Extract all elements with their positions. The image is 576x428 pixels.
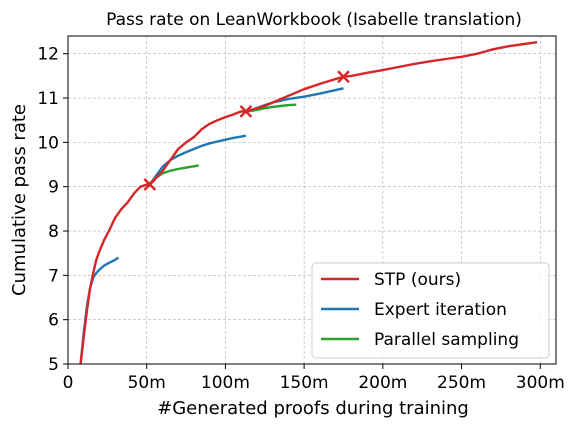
y-axis: 5 6 7 8 9 10 11 12 — [37, 45, 68, 375]
legend-label-expert-iteration: Expert iteration — [374, 300, 507, 320]
y-tick-label: 12 — [37, 45, 59, 65]
x-tick-label: 200m — [358, 373, 407, 393]
checkpoint-marker — [337, 70, 350, 84]
series-line-parallel-sampling — [245, 103, 297, 113]
legend-label-parallel-sampling: Parallel sampling — [374, 330, 519, 350]
x-tick-label: 150m — [280, 373, 329, 393]
plot-frame — [67, 35, 557, 365]
legend: STP (ours) Expert iteration Parallel sampl… — [311, 262, 550, 359]
chart-title: Pass rate on LeanWorkbook (Isabelle tran… — [106, 10, 522, 30]
x-tick-label: 50m — [128, 373, 166, 393]
checkpoint-marker — [239, 105, 253, 118]
plot-area — [79, 41, 538, 365]
x-tick-label: 100m — [201, 373, 250, 393]
y-tick-label: 5 — [48, 355, 59, 375]
series-line-expert-iteration — [148, 134, 247, 186]
y-tick-label: 10 — [37, 133, 59, 153]
y-tick-label: 11 — [37, 89, 59, 109]
y-axis-label: Cumulative pass rate — [9, 104, 30, 296]
x-tick-label: 250m — [437, 373, 486, 393]
x-tick-label: 300m — [516, 373, 565, 393]
x-tick-label: 0 — [63, 373, 74, 393]
x-axis-label: #Generated proofs during training — [157, 398, 469, 419]
y-tick-label: 9 — [48, 178, 59, 198]
y-tick-label: 7 — [48, 266, 59, 286]
legend-box — [311, 262, 550, 359]
series-line-stp-ours — [79, 41, 538, 365]
y-tick-label: 6 — [48, 311, 59, 331]
legend-label-stp-ours: STP (ours) — [374, 270, 461, 290]
x-axis: 0 50m 100m 150m 200m 250m 300m — [63, 364, 565, 393]
checkpoint-marker — [143, 178, 157, 191]
y-tick-label: 8 — [48, 222, 59, 242]
